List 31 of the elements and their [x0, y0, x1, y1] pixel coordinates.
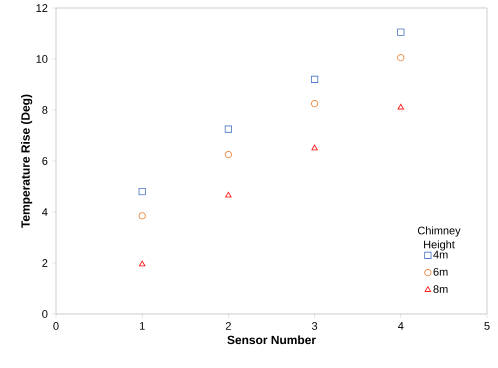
point	[311, 144, 318, 150]
y-tick-label: 6	[42, 157, 48, 165]
y-tick-label: 8	[42, 106, 48, 114]
x-tick-label: 0	[53, 322, 59, 330]
point	[397, 28, 404, 36]
point	[224, 151, 232, 158]
point	[397, 54, 404, 62]
y-tick-label: 0	[42, 310, 48, 318]
y-tick-label: 10	[36, 55, 48, 63]
legend-label: 8m	[433, 285, 448, 293]
point	[138, 212, 146, 220]
x-tick-label: 4	[398, 322, 404, 330]
legend-label: 6m	[434, 268, 448, 276]
y-tick-label: 12	[36, 4, 48, 12]
x-axis-title: Sensor Number	[227, 335, 316, 344]
point	[138, 188, 146, 196]
point	[311, 100, 318, 108]
y-tick-label: 2	[42, 259, 48, 267]
point	[225, 192, 232, 198]
x-tick-label: 1	[140, 322, 145, 330]
x-tick-label: 2	[226, 322, 231, 330]
legend-title: Chimney Height	[418, 226, 461, 251]
x-tick-label: 3	[312, 322, 318, 330]
legend-label: 4m	[433, 250, 448, 258]
point	[311, 76, 318, 83]
point	[398, 104, 404, 110]
y-axis-title: Temperature Rise (Deg)	[21, 94, 32, 228]
point	[139, 260, 146, 266]
x-tick-label: 5	[484, 322, 490, 330]
y-tick-label: 4	[42, 208, 48, 216]
point	[224, 126, 232, 133]
